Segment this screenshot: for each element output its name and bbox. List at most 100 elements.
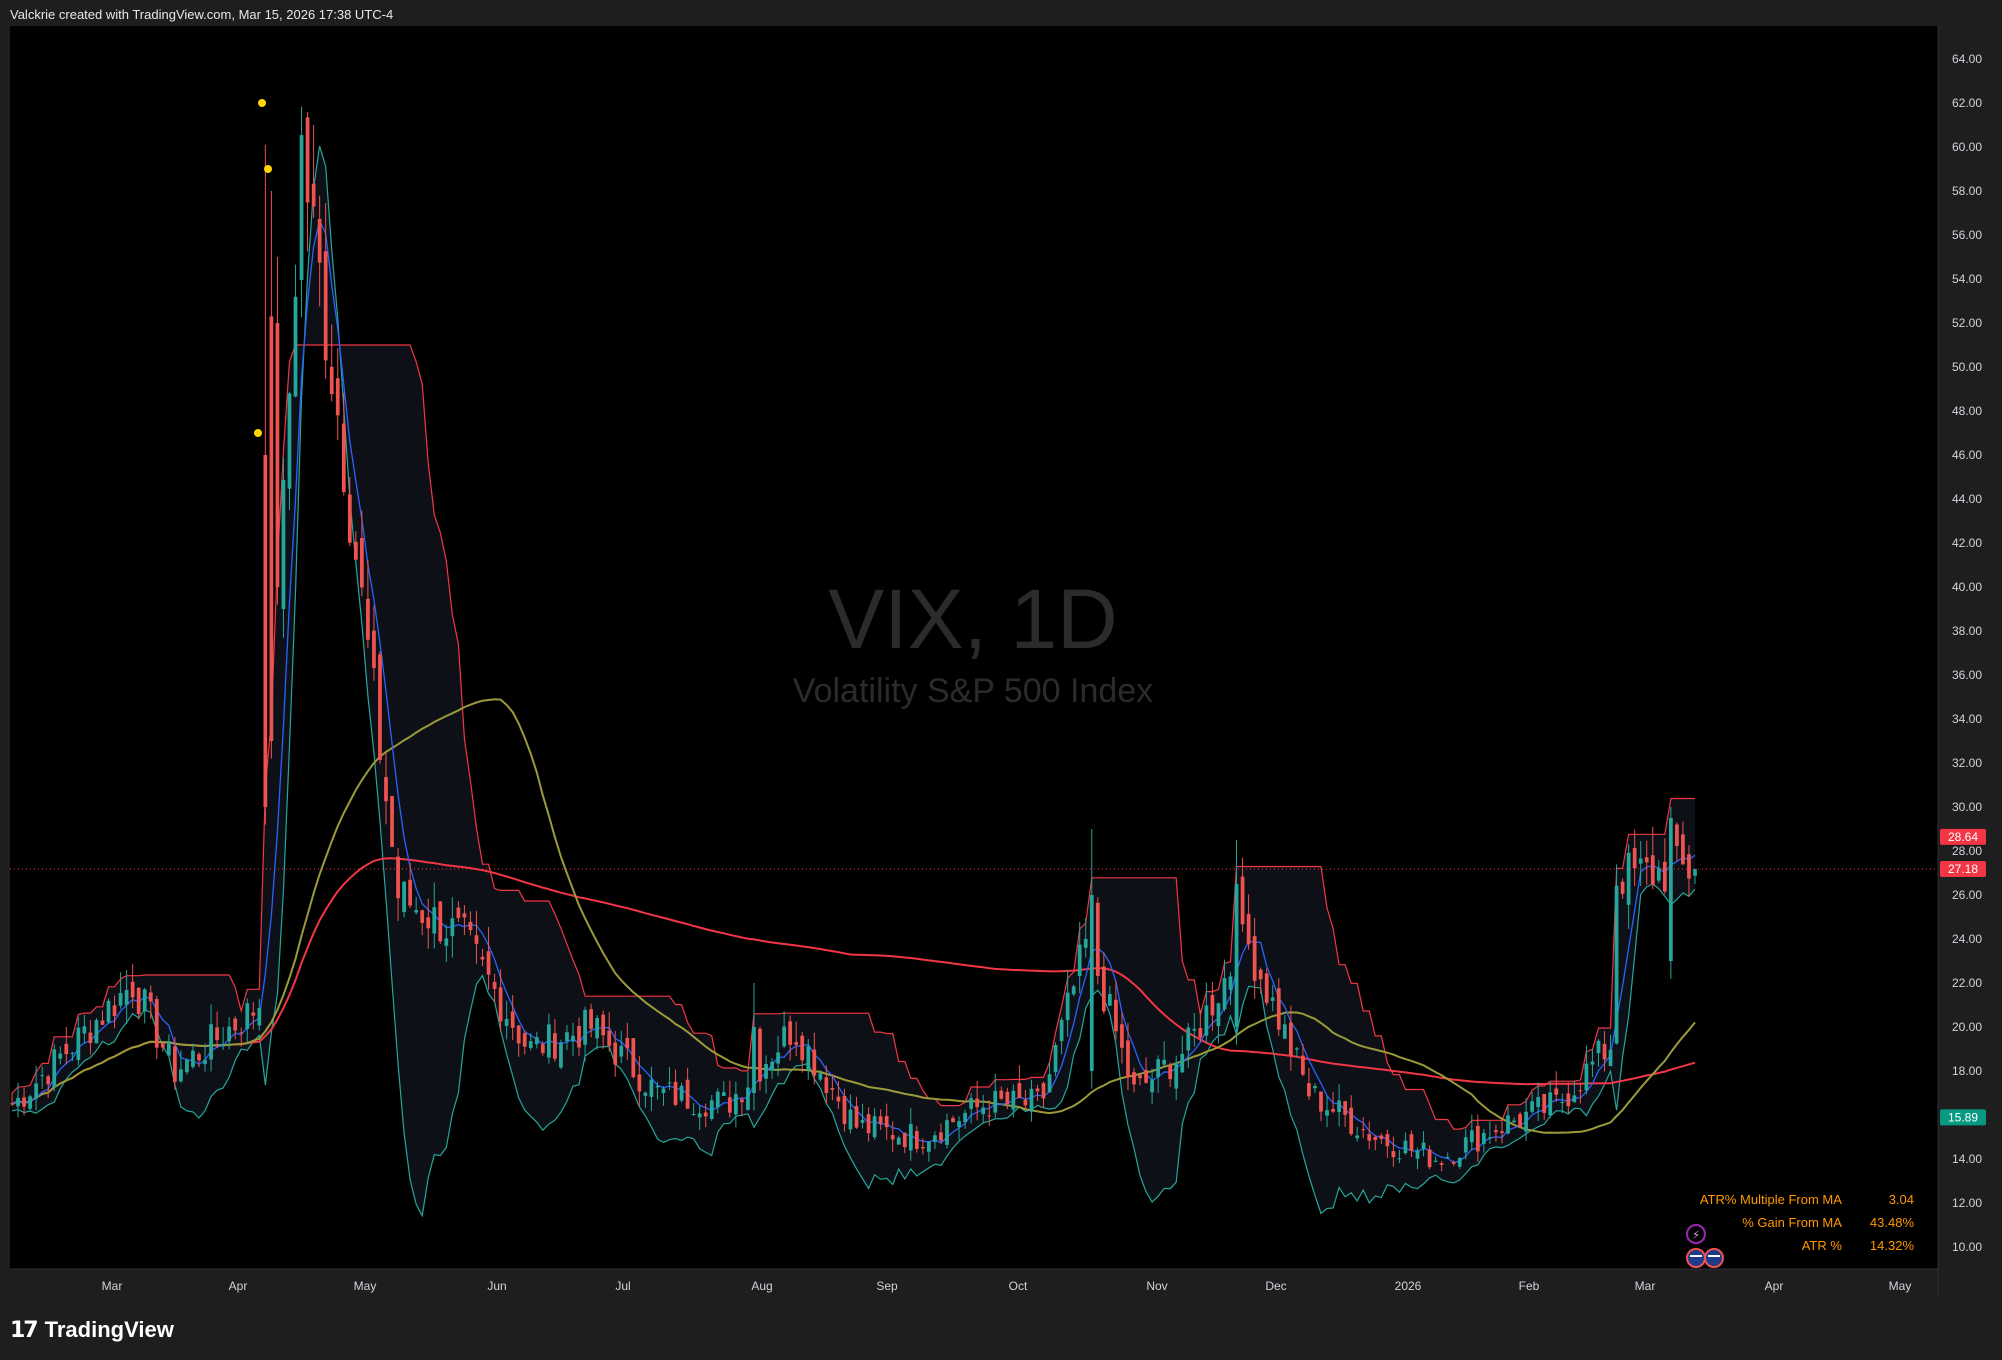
stats-row: % Gain From MA 43.48% xyxy=(1694,1211,1920,1234)
candle-body xyxy=(396,856,400,899)
candle-body xyxy=(1041,1083,1046,1099)
candle-body xyxy=(94,1020,99,1044)
candle-body xyxy=(1361,1129,1366,1131)
candle-body xyxy=(565,1032,569,1042)
candle-body xyxy=(1475,1125,1480,1152)
candle-body xyxy=(257,1008,262,1026)
y-tick-label: 48.00 xyxy=(1952,404,1982,418)
candle-body xyxy=(685,1079,690,1109)
candle-body xyxy=(782,1026,786,1047)
candle-body xyxy=(619,1045,624,1057)
candle-body xyxy=(1222,978,1227,1010)
candle-body xyxy=(734,1094,738,1115)
candle-body xyxy=(1077,944,1082,977)
tradingview-brand: 17 TradingView xyxy=(10,1312,174,1348)
candle-body xyxy=(1252,936,1257,981)
candle-body xyxy=(516,1025,521,1044)
candle-body xyxy=(1681,834,1685,865)
ma-fast-line xyxy=(11,218,1696,1164)
candle-body xyxy=(64,1043,69,1055)
candle-body xyxy=(179,1069,183,1082)
candle-body xyxy=(613,1042,618,1065)
candle-body xyxy=(559,1043,563,1068)
candle-body xyxy=(800,1035,805,1061)
candle-body xyxy=(136,987,141,1015)
candle-body xyxy=(492,981,497,989)
x-tick-label: Dec xyxy=(1265,1279,1286,1293)
candle-body xyxy=(667,1082,672,1084)
candle-body xyxy=(1276,988,1281,1030)
candle-body xyxy=(914,1131,919,1149)
candle-body xyxy=(504,1018,509,1026)
candle-body xyxy=(1138,1075,1142,1079)
x-tick-label: Oct xyxy=(1009,1279,1028,1293)
y-tick-label: 24.00 xyxy=(1952,932,1982,946)
band-upper-line xyxy=(11,344,1695,1130)
y-tick-label: 42.00 xyxy=(1952,536,1982,550)
candle-body xyxy=(305,117,310,203)
candle-body xyxy=(1301,1055,1305,1075)
candle-body xyxy=(1270,997,1275,1001)
candle-body xyxy=(414,910,419,913)
price-badge xyxy=(1940,861,1986,878)
price-badge-label: 27.18 xyxy=(1948,862,1978,876)
candle-body xyxy=(58,1053,63,1059)
candle-body xyxy=(1415,1150,1420,1159)
candle-body xyxy=(1035,1088,1040,1092)
candle-body xyxy=(933,1135,937,1142)
candle-body xyxy=(963,1112,967,1123)
candle-body xyxy=(1596,1040,1601,1054)
stats-label: ATR% Multiple From MA xyxy=(1699,1192,1842,1207)
signal-dot xyxy=(258,99,266,107)
candle-body xyxy=(76,1027,81,1061)
candle-body xyxy=(1174,1062,1179,1089)
candle-body xyxy=(1620,881,1625,894)
y-tick-label: 30.00 xyxy=(1952,800,1982,814)
candle-body xyxy=(1367,1134,1372,1141)
candle-body xyxy=(22,1097,26,1107)
candle-body xyxy=(1572,1095,1577,1103)
candle-body xyxy=(1132,1072,1136,1085)
y-tick-label: 22.00 xyxy=(1952,976,1982,990)
candle-body xyxy=(727,1097,732,1113)
candle-body xyxy=(1355,1135,1360,1139)
candle-body xyxy=(1632,848,1637,869)
candle-body xyxy=(1108,994,1112,1006)
candle-body xyxy=(1433,1160,1438,1162)
candle-body xyxy=(740,1099,744,1103)
y-tick-label: 52.00 xyxy=(1952,316,1982,330)
candle-body xyxy=(697,1113,702,1118)
candle-body xyxy=(981,1107,986,1115)
candle-body xyxy=(1349,1107,1354,1135)
candle-body xyxy=(902,1132,907,1148)
candle-body xyxy=(631,1038,636,1078)
candle-body xyxy=(1488,1137,1492,1139)
candle-body xyxy=(311,183,316,207)
candle-body xyxy=(884,1116,889,1128)
candle-body xyxy=(173,1046,177,1082)
candle-body xyxy=(794,1041,799,1045)
candle-body xyxy=(1150,1079,1154,1093)
lightning-icon xyxy=(1686,1224,1706,1244)
y-tick-label: 40.00 xyxy=(1952,580,1982,594)
candle-body xyxy=(215,1027,219,1041)
candle-body xyxy=(999,1090,1004,1099)
candle-body xyxy=(691,1114,696,1116)
candle-body xyxy=(1494,1130,1498,1133)
lightning-glyph: ⚡ xyxy=(1692,1228,1700,1242)
candle-body xyxy=(353,541,358,560)
candle-body xyxy=(655,1086,660,1088)
candle-body xyxy=(1500,1131,1504,1134)
x-tick-label: Aug xyxy=(751,1279,772,1293)
candle-body xyxy=(1162,1059,1167,1065)
x-tick-label: 2026 xyxy=(1395,1279,1422,1293)
candle-body xyxy=(1210,995,1215,1016)
candle-body xyxy=(595,1018,599,1039)
y-tick-label: 54.00 xyxy=(1952,272,1982,286)
y-tick-label: 20.00 xyxy=(1952,1020,1982,1034)
candle-body xyxy=(1095,902,1100,976)
stats-value: 14.32% xyxy=(1869,1238,1914,1253)
candle-body xyxy=(534,1037,539,1045)
candle-body xyxy=(166,1041,171,1056)
